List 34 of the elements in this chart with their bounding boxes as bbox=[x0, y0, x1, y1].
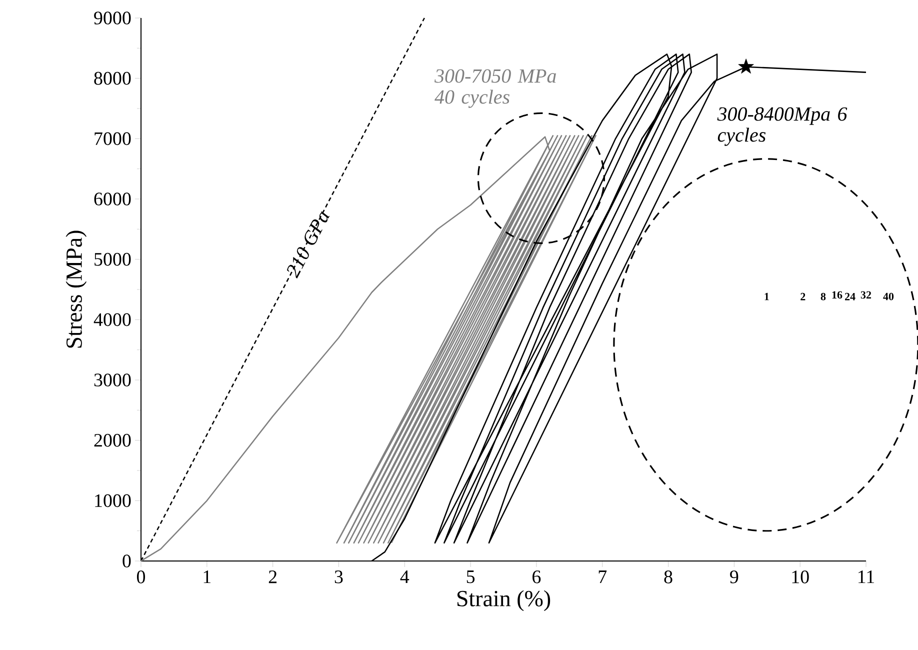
x-tick-label: 4 bbox=[400, 570, 410, 584]
annotation: 8 bbox=[820, 292, 826, 300]
annotation: 2 bbox=[800, 292, 806, 300]
annotation: 32 bbox=[860, 291, 872, 299]
y-tick-label: 4000 bbox=[94, 313, 131, 326]
y-tick-label: 9000 bbox=[94, 12, 131, 24]
y-tick-label: 7000 bbox=[94, 132, 131, 146]
x-tick-label: 8 bbox=[664, 570, 672, 584]
text: 40 bbox=[883, 292, 894, 300]
x-tick-label: 6 bbox=[532, 570, 541, 584]
y-tick-label: 5000 bbox=[94, 252, 131, 266]
y-tick-label: 2000 bbox=[94, 434, 131, 447]
x-tick-label: 1 bbox=[204, 570, 211, 584]
series-label: 300-7050 MPa 40 cycles bbox=[434, 69, 556, 108]
x-tick-label: 11 bbox=[858, 570, 874, 584]
annotation: 24 bbox=[845, 292, 856, 300]
y-tick-label: 3000 bbox=[94, 374, 131, 386]
y-tick-label: 1000 bbox=[95, 494, 131, 508]
x-tick-label: 3 bbox=[334, 570, 343, 584]
x-tick-label: 10 bbox=[792, 570, 809, 584]
x-axis-title: Strain (%) bbox=[457, 590, 550, 612]
annotation: 16 bbox=[832, 291, 842, 299]
x-tick-label: 5 bbox=[466, 570, 475, 584]
text: 210 GPa bbox=[286, 211, 330, 278]
series-label: 300-8400Mpa 6 cycles bbox=[717, 107, 848, 146]
annotation: 1 bbox=[764, 292, 769, 300]
x-tick-label: 7 bbox=[598, 570, 607, 583]
y-axis-title: Stress (MPa) bbox=[66, 230, 87, 348]
y-tick-label: 8000 bbox=[94, 72, 131, 85]
y-tick-label: 0 bbox=[122, 554, 131, 568]
y-tick-label: 6000 bbox=[94, 192, 131, 206]
x-tick-label: 2 bbox=[268, 570, 277, 584]
x-tick-label: 0 bbox=[136, 570, 146, 584]
x-tick-label: 9 bbox=[730, 570, 738, 584]
